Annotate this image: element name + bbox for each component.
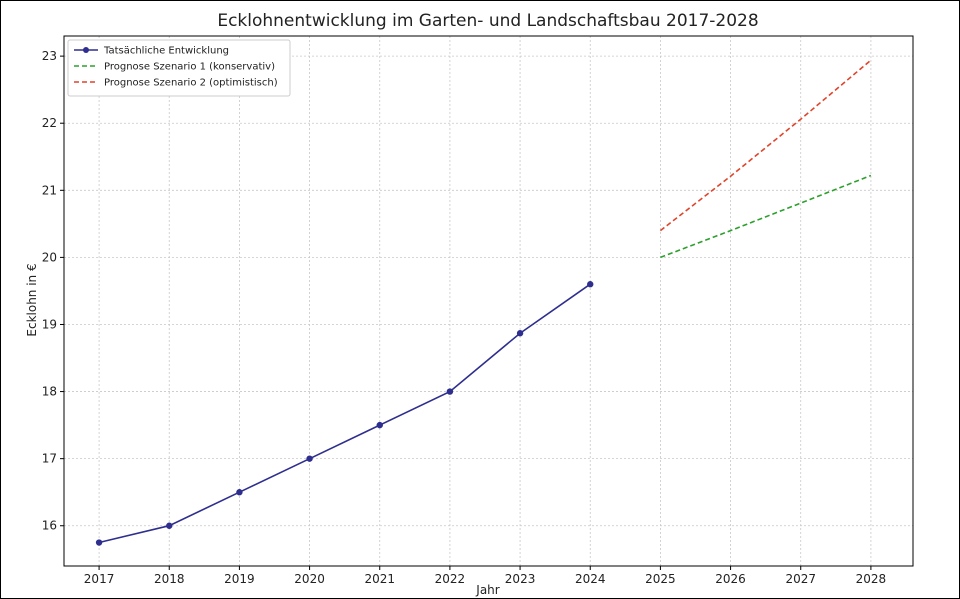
x-tick-label: 2024 xyxy=(575,572,606,586)
x-tick-label: 2018 xyxy=(154,572,185,586)
plot-area xyxy=(63,35,914,567)
x-axis-label: Jahr xyxy=(475,583,499,597)
y-tick-label: 21 xyxy=(42,183,57,197)
data-point xyxy=(306,455,313,462)
legend-label: Tatsächliche Entwicklung xyxy=(103,46,229,57)
y-tick-label: 23 xyxy=(42,49,57,63)
x-tick-label: 2027 xyxy=(785,572,816,586)
grid-layer xyxy=(64,36,913,566)
legend-label: Prognose Szenario 2 (optimistisch) xyxy=(104,78,278,89)
y-tick-label: 19 xyxy=(42,317,57,331)
series-line-2 xyxy=(660,174,872,259)
y-axis-label: Ecklohn in € xyxy=(25,263,39,336)
x-tick-label: 2026 xyxy=(715,572,746,586)
tick-layer: 2017 2018 2019 2020 2021 2022 2023 2024 2025 2026… xyxy=(42,49,886,586)
y-tick-label: 18 xyxy=(42,385,57,399)
data-point xyxy=(446,388,454,395)
legend-label: Prognose Szenario 1 (konservativ) xyxy=(104,62,275,73)
y-tick-label: 17 xyxy=(42,452,57,466)
data-point xyxy=(587,281,594,288)
series-layer xyxy=(95,59,872,546)
x-tick-label: 2028 xyxy=(856,572,887,586)
x-tick-label: 2019 xyxy=(224,572,255,586)
x-tick-label: 2023 xyxy=(505,572,536,586)
y-tick-label: 20 xyxy=(42,250,57,264)
data-point xyxy=(516,330,524,337)
series-line-3 xyxy=(659,59,872,232)
legend: Tatsächliche Entwicklung Prognose Szenari… xyxy=(67,39,291,97)
y-tick-label: 22 xyxy=(42,116,57,130)
data-point xyxy=(376,421,383,429)
x-tick-label: 2021 xyxy=(364,572,395,586)
data-point xyxy=(236,489,243,496)
x-tick-label: 2022 xyxy=(435,572,466,586)
chart-title: Ecklohnentwicklung im Garten- und Landsc… xyxy=(217,11,758,31)
x-tick-label: 2025 xyxy=(645,572,676,586)
data-point xyxy=(95,539,103,546)
legend-marker xyxy=(83,47,89,53)
data-point xyxy=(166,522,173,529)
x-tick-label: 2017 xyxy=(84,572,115,586)
legend-box xyxy=(67,39,291,97)
y-tick-label: 16 xyxy=(42,519,57,533)
series-line-1 xyxy=(98,283,591,544)
x-tick-label: 2020 xyxy=(294,572,325,586)
